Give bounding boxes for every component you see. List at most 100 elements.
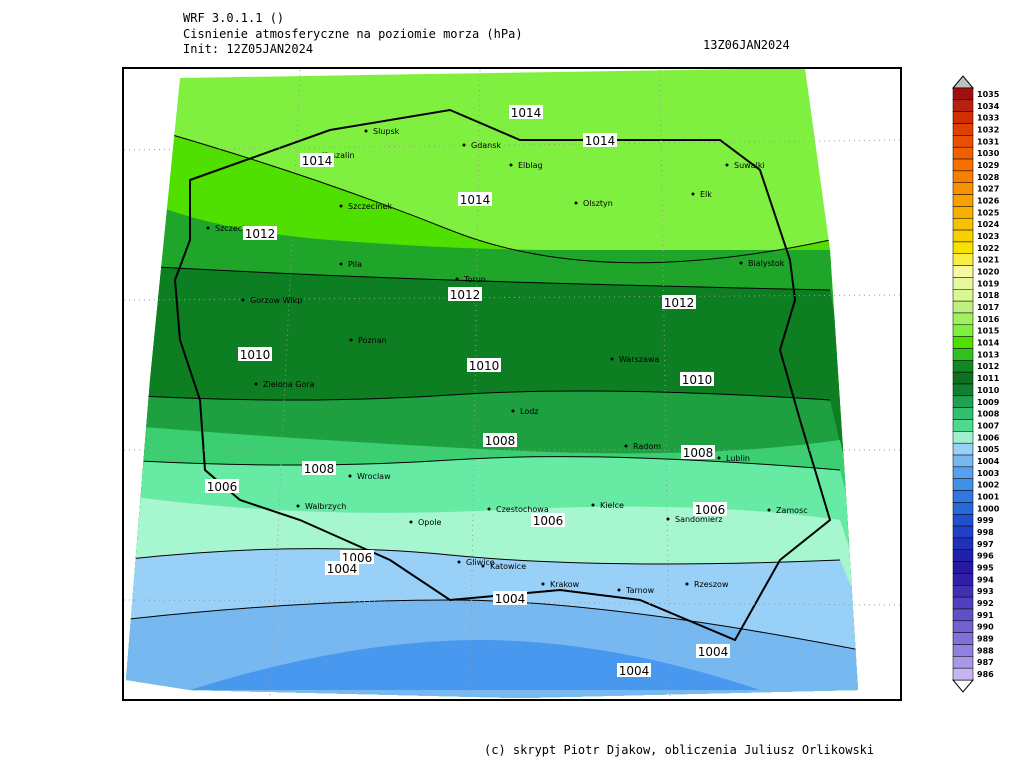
cb-swatch — [952, 289, 974, 302]
map-frame — [122, 67, 902, 701]
city-label: Warszawa — [619, 355, 659, 364]
city-label: Czestochowa — [496, 505, 549, 514]
cb-label: 1031 — [977, 137, 1000, 146]
cb-label: 1022 — [977, 244, 999, 253]
contour-label: 1014 — [511, 106, 542, 120]
cb-label: 1028 — [977, 173, 1000, 182]
cb-label: 989 — [977, 635, 994, 644]
pressure-field — [126, 68, 858, 698]
city-dot — [487, 507, 491, 511]
cb-label: 1000 — [977, 504, 1000, 513]
city-label: Koszalin — [322, 151, 355, 160]
contour-label: 1012 — [245, 227, 276, 241]
valid-time: 13Z06JAN2024 — [703, 38, 790, 52]
cb-swatch — [952, 620, 974, 633]
contour-label-bg — [680, 372, 714, 386]
city-dot — [717, 456, 721, 460]
contour-label-bg — [583, 133, 617, 147]
cb-swatch — [952, 537, 974, 551]
city-dot — [296, 504, 300, 508]
cb-swatch — [952, 123, 974, 136]
init-time: Init: 12Z05JAN2024 — [183, 42, 313, 56]
city-dot — [511, 409, 515, 413]
city-label: Torun — [463, 275, 486, 284]
city-label: Poznan — [358, 336, 387, 345]
cb-swatch — [952, 111, 974, 124]
cb-label: 1034 — [977, 102, 1000, 111]
city-label: Radom — [633, 442, 661, 451]
contour-label: 1010 — [682, 373, 713, 387]
cb-label: 1003 — [977, 469, 999, 478]
cb-swatch — [952, 182, 974, 195]
city-dot — [455, 277, 459, 281]
cb-label: 1033 — [977, 114, 999, 123]
cb-label: 1027 — [977, 185, 999, 194]
contour-label: 1012 — [450, 288, 481, 302]
city-dot — [574, 201, 578, 205]
contour-label-bg — [681, 445, 715, 459]
city-label: Zielona Gora — [263, 380, 315, 389]
contour-label-bg — [662, 295, 696, 309]
map-title: Cisnienie atmosferyczne na poziomie morz… — [183, 27, 523, 41]
city-label: Tarnow — [625, 586, 655, 595]
cb-swatch — [952, 490, 974, 503]
cb-label: 993 — [977, 587, 994, 596]
city-dot — [666, 517, 670, 521]
cb-label: 987 — [977, 658, 994, 667]
city-dot — [624, 444, 628, 448]
cb-label: 1001 — [977, 492, 1000, 501]
cb-label: 1025 — [977, 208, 1000, 217]
cb-swatch — [952, 525, 974, 539]
cb-label: 1023 — [977, 232, 999, 241]
cb-label: 997 — [977, 540, 994, 549]
contour-label-bg — [300, 153, 334, 167]
contour-label-bg — [325, 561, 359, 575]
cb-label: 990 — [977, 623, 994, 632]
cb-label: 1018 — [977, 291, 1000, 300]
contour-label-bg — [448, 287, 482, 301]
cb-swatch — [952, 158, 974, 172]
contour-label: 1004 — [619, 664, 650, 678]
contour-label: 1004 — [327, 562, 358, 576]
cb-swatch — [952, 466, 974, 479]
cb-swatch — [952, 194, 974, 207]
cb-swatch — [952, 277, 974, 290]
cb-label: 1020 — [977, 268, 1000, 277]
footer: (c) skrypt Piotr Djakow, obliczenia Juli… — [484, 743, 874, 757]
city-dot — [481, 564, 485, 568]
contour-label: 1014 — [585, 134, 616, 148]
city-dot — [364, 129, 368, 133]
cb-label: 1015 — [977, 327, 1000, 336]
cb-swatch — [952, 431, 974, 444]
contour-label-bg — [302, 461, 336, 475]
model: WRF 3.0.1.1 () — [183, 11, 284, 25]
cb-label: 996 — [977, 552, 994, 561]
contour-label-bg — [340, 550, 374, 564]
city-label: Slupsk — [373, 127, 400, 136]
cb-label: 1006 — [977, 433, 1000, 442]
border — [173, 108, 832, 642]
contour-label: 1006 — [695, 503, 726, 517]
cb-label: 986 — [977, 670, 994, 679]
cb-swatch — [952, 348, 974, 361]
cb-label: 992 — [977, 599, 994, 608]
cb-swatch — [952, 442, 974, 456]
cb-swatch — [952, 265, 974, 278]
city-dot — [685, 582, 689, 586]
contour-label-bg — [509, 105, 543, 119]
contour-label: 1010 — [240, 348, 271, 362]
city-dot — [462, 143, 466, 147]
cb-label: 1010 — [977, 386, 1000, 395]
cb-swatch — [952, 300, 974, 314]
cb-swatch — [952, 667, 974, 681]
cb-swatch — [952, 561, 974, 574]
cb-label: 1008 — [977, 410, 1000, 419]
cb-swatch — [952, 206, 974, 219]
city-label: Krakow — [550, 580, 580, 589]
cb-swatch — [952, 419, 974, 432]
city-dot — [691, 192, 695, 196]
cb-top — [951, 75, 975, 89]
cb-label: 1007 — [977, 421, 999, 430]
city-dot — [339, 204, 343, 208]
contour-label-bg — [483, 433, 517, 447]
